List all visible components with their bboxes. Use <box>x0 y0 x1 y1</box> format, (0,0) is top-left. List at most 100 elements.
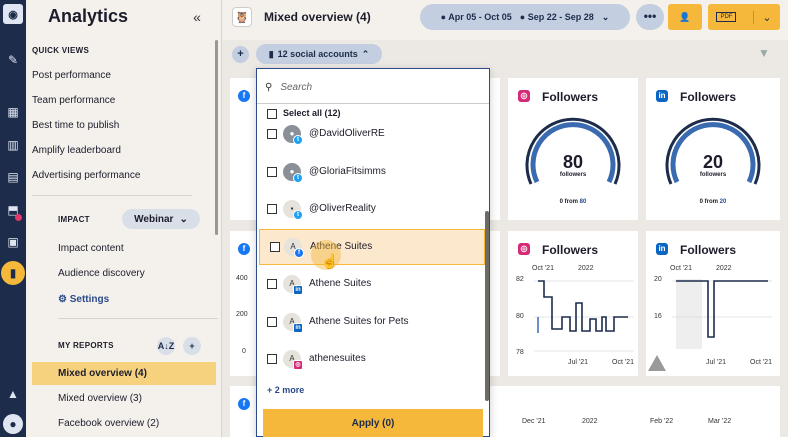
follower-count: 80 <box>562 152 584 172</box>
account-row-hovered[interactable]: A f Athene Suites <box>259 229 485 265</box>
select-all-label[interactable]: Select all (12) <box>283 108 341 118</box>
account-label: Athene Suites <box>310 241 373 252</box>
y-tick: 80 <box>516 313 524 320</box>
card-title: Followers <box>680 243 737 257</box>
add-widget-button[interactable]: + <box>232 46 249 63</box>
sidebar-item-team-performance[interactable]: Team performance <box>32 95 116 106</box>
inbox-icon[interactable]: ⬒ <box>7 203 19 217</box>
y-tick: 78 <box>516 349 524 356</box>
card-edge <box>490 78 500 220</box>
show-more-link[interactable]: + 2 more <box>267 385 305 395</box>
double-chevron-left-icon[interactable]: « <box>193 9 201 25</box>
bar-chart-icon: ▮ <box>268 48 274 59</box>
facebook-icon: f <box>238 398 250 410</box>
filter-icon[interactable]: ▼ <box>758 46 770 60</box>
twitter-icon: t <box>293 210 303 220</box>
more-options-button[interactable]: ••• <box>636 4 664 30</box>
apply-button[interactable]: Apply (0) <box>263 409 483 437</box>
quick-views-heading: QUICK VIEWS <box>32 46 90 55</box>
account-checkbox[interactable] <box>267 317 277 327</box>
x-tick: Oct '21 <box>612 359 634 366</box>
account-checkbox[interactable] <box>267 354 277 364</box>
hand-cursor-icon: ☝ <box>321 253 339 269</box>
compose-icon[interactable]: ✎ <box>7 53 19 67</box>
report-item[interactable]: Facebook overview (2) <box>58 418 160 429</box>
sort-alpha-icon[interactable]: A↓Z <box>157 337 175 355</box>
profile-icon[interactable]: ● <box>3 414 23 434</box>
page-title: Analytics <box>48 6 129 26</box>
analytics-icon[interactable]: ▮ <box>1 261 25 285</box>
sidebar-item-amplify[interactable]: Amplify leaderboard <box>32 145 121 156</box>
y-tick: 0 <box>242 348 246 355</box>
owl-logo-icon[interactable]: ◉ <box>3 4 23 24</box>
warning-icon[interactable] <box>648 355 666 371</box>
x-tick: Jul '21 <box>568 359 589 366</box>
x-tick: 2022 <box>716 265 732 272</box>
chevron-down-icon[interactable]: ⌄ <box>753 10 772 24</box>
webinar-dropdown[interactable]: Webinar ⌄ <box>122 209 200 229</box>
account-label: @GloriaFitsimms <box>309 166 386 177</box>
linkedin-followers-gauge <box>665 117 761 185</box>
sidebar-item-impact-content[interactable]: Impact content <box>58 243 124 254</box>
date-range-button[interactable]: ● Apr 05 - Oct 05 ● Sep 22 - Sep 28 ⌄ <box>420 4 630 30</box>
report-item-active[interactable]: Mixed overview (4) <box>32 362 216 385</box>
icon-rail: ◉ ✎ ▦ ▥ ▤ ⬒ ▣ ▮ ▲ ● <box>0 0 26 437</box>
streams-icon[interactable]: ▥ <box>7 138 19 152</box>
calendar-icon[interactable]: ▤ <box>7 170 19 184</box>
instagram-followers-card: ◎ Followers 80 followers 0 from 80 <box>508 78 638 220</box>
social-accounts-dropdown[interactable]: ▮ 12 social accounts ⌃ <box>256 44 382 64</box>
linkedin-icon: in <box>293 285 303 295</box>
search-icon: ⚲ <box>265 81 273 93</box>
sidebar-item-post-performance[interactable]: Post performance <box>32 70 111 81</box>
add-report-button[interactable]: + <box>183 337 201 355</box>
linkedin-followers-chart-card: in Followers Oct '21 2022 20 16 Jul '21 … <box>646 231 780 376</box>
linkedin-icon: in <box>293 323 303 333</box>
card-title: Followers <box>542 243 599 257</box>
search-field[interactable]: ⚲ Search <box>265 77 479 97</box>
card-title: Followers <box>542 90 599 104</box>
sidebar-item-best-time[interactable]: Best time to publish <box>32 120 120 131</box>
account-checkbox[interactable] <box>267 167 277 177</box>
account-row[interactable]: A in Athene Suites for Pets <box>257 304 483 340</box>
follower-change: 0 from 20 <box>699 199 727 205</box>
y-tick: 16 <box>654 313 662 320</box>
dropdown-scrollbar[interactable] <box>485 211 489 401</box>
x-tick: Oct '21 <box>532 265 554 272</box>
account-checkbox[interactable] <box>267 279 277 289</box>
sidebar-scrollbar[interactable] <box>215 40 218 235</box>
instagram-icon: ◎ <box>293 360 303 370</box>
sidebar-item-advertising[interactable]: Advertising performance <box>32 170 141 181</box>
y-tick: 400 <box>236 275 248 282</box>
facebook-icon: f <box>238 243 250 255</box>
x-tick: 2022 <box>582 418 598 425</box>
linkedin-followers-card: in Followers 20 followers 0 from 20 <box>646 78 780 220</box>
select-all-checkbox[interactable] <box>267 109 277 119</box>
follower-unit: followers <box>559 172 587 178</box>
account-row[interactable]: ● t @DavidOliverRE <box>257 116 483 152</box>
account-checkbox[interactable] <box>267 129 277 139</box>
sidebar-item-audience-discovery[interactable]: Audience discovery <box>58 268 145 279</box>
dashboard-icon[interactable]: ▦ <box>7 105 19 119</box>
instagram-followers-chart-card: ◎ Followers Oct '21 2022 82 80 78 Jul '2… <box>508 231 638 376</box>
divider <box>257 103 489 104</box>
account-checkbox[interactable] <box>267 204 277 214</box>
social-accounts-menu: ⚲ Search Select all (12) ● t @DavidOlive… <box>256 68 490 437</box>
report-item[interactable]: Mixed overview (3) <box>58 393 142 404</box>
x-tick: 2022 <box>578 265 594 272</box>
account-checkbox[interactable] <box>270 242 280 252</box>
x-tick: Mar '22 <box>708 418 732 425</box>
account-row[interactable]: ● t @GloriaFitsimms <box>257 154 483 190</box>
up-arrow-icon[interactable]: ▲ <box>7 387 19 401</box>
pdf-label: PDF <box>716 12 737 22</box>
account-row[interactable]: A ◎ athenesuites <box>257 341 483 377</box>
facebook-card: f <box>230 78 256 220</box>
account-row[interactable]: A in Athene Suites <box>257 266 483 302</box>
account-row[interactable]: ▪ t @OliverReality <box>257 191 483 227</box>
chevron-down-icon: ⌄ <box>179 213 188 225</box>
y-tick: 20 <box>654 276 662 283</box>
share-user-button[interactable]: 👤 <box>668 4 702 30</box>
sidebar-item-settings[interactable]: ⚙ Settings <box>58 294 110 305</box>
clipboard-icon[interactable]: ▣ <box>7 235 19 249</box>
pdf-export-button[interactable]: PDF ⌄ <box>708 4 780 30</box>
follower-change: 0 from 80 <box>559 199 587 205</box>
